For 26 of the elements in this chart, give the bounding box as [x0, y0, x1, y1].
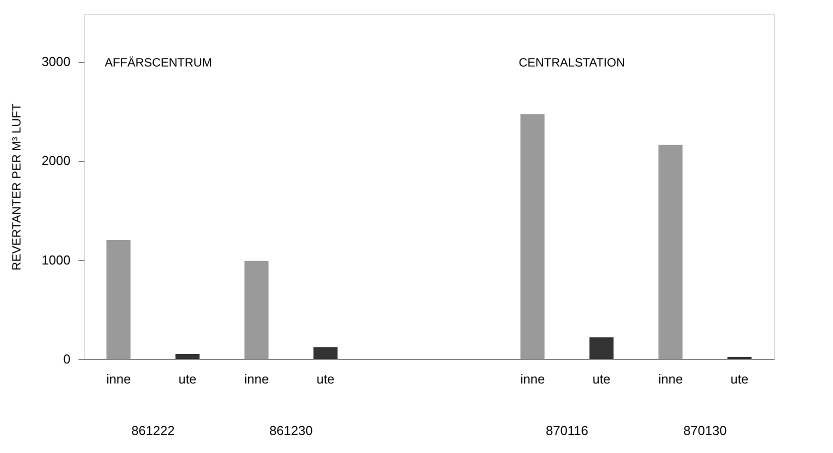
- text: 861230: [269, 423, 313, 438]
- bar: [313, 347, 338, 359]
- text: 861222: [131, 423, 175, 438]
- x-tick-label: ute: [592, 372, 611, 386]
- annotation: CENTRALSTATION: [518, 55, 625, 70]
- y-axis-title: REVERTANTER PER M³ LUFT: [10, 102, 24, 270]
- bar: [175, 354, 200, 359]
- bar: [520, 114, 545, 359]
- y-tick-label: 0: [63, 352, 70, 366]
- x-tick-label: ute: [730, 372, 749, 386]
- annotation: AFFÄRSCENTRUM: [104, 55, 212, 70]
- text: 870130: [683, 423, 727, 438]
- x-tick-label: inne: [658, 372, 683, 386]
- x-tick-label: ute: [178, 372, 197, 386]
- bar: [106, 240, 131, 359]
- x-tick-label: inne: [106, 372, 131, 386]
- bar: [658, 144, 683, 359]
- y-tick-label: 3000: [42, 54, 70, 70]
- text: 870116: [546, 423, 588, 438]
- x-tick-label: inne: [520, 372, 545, 386]
- x-tick-label: inne: [244, 372, 269, 386]
- bar: [589, 337, 614, 359]
- bar: [244, 260, 269, 359]
- y-tick-label: 2000: [42, 153, 70, 168]
- x-tick-label: ute: [316, 372, 335, 386]
- y-tick-label: 1000: [42, 252, 70, 268]
